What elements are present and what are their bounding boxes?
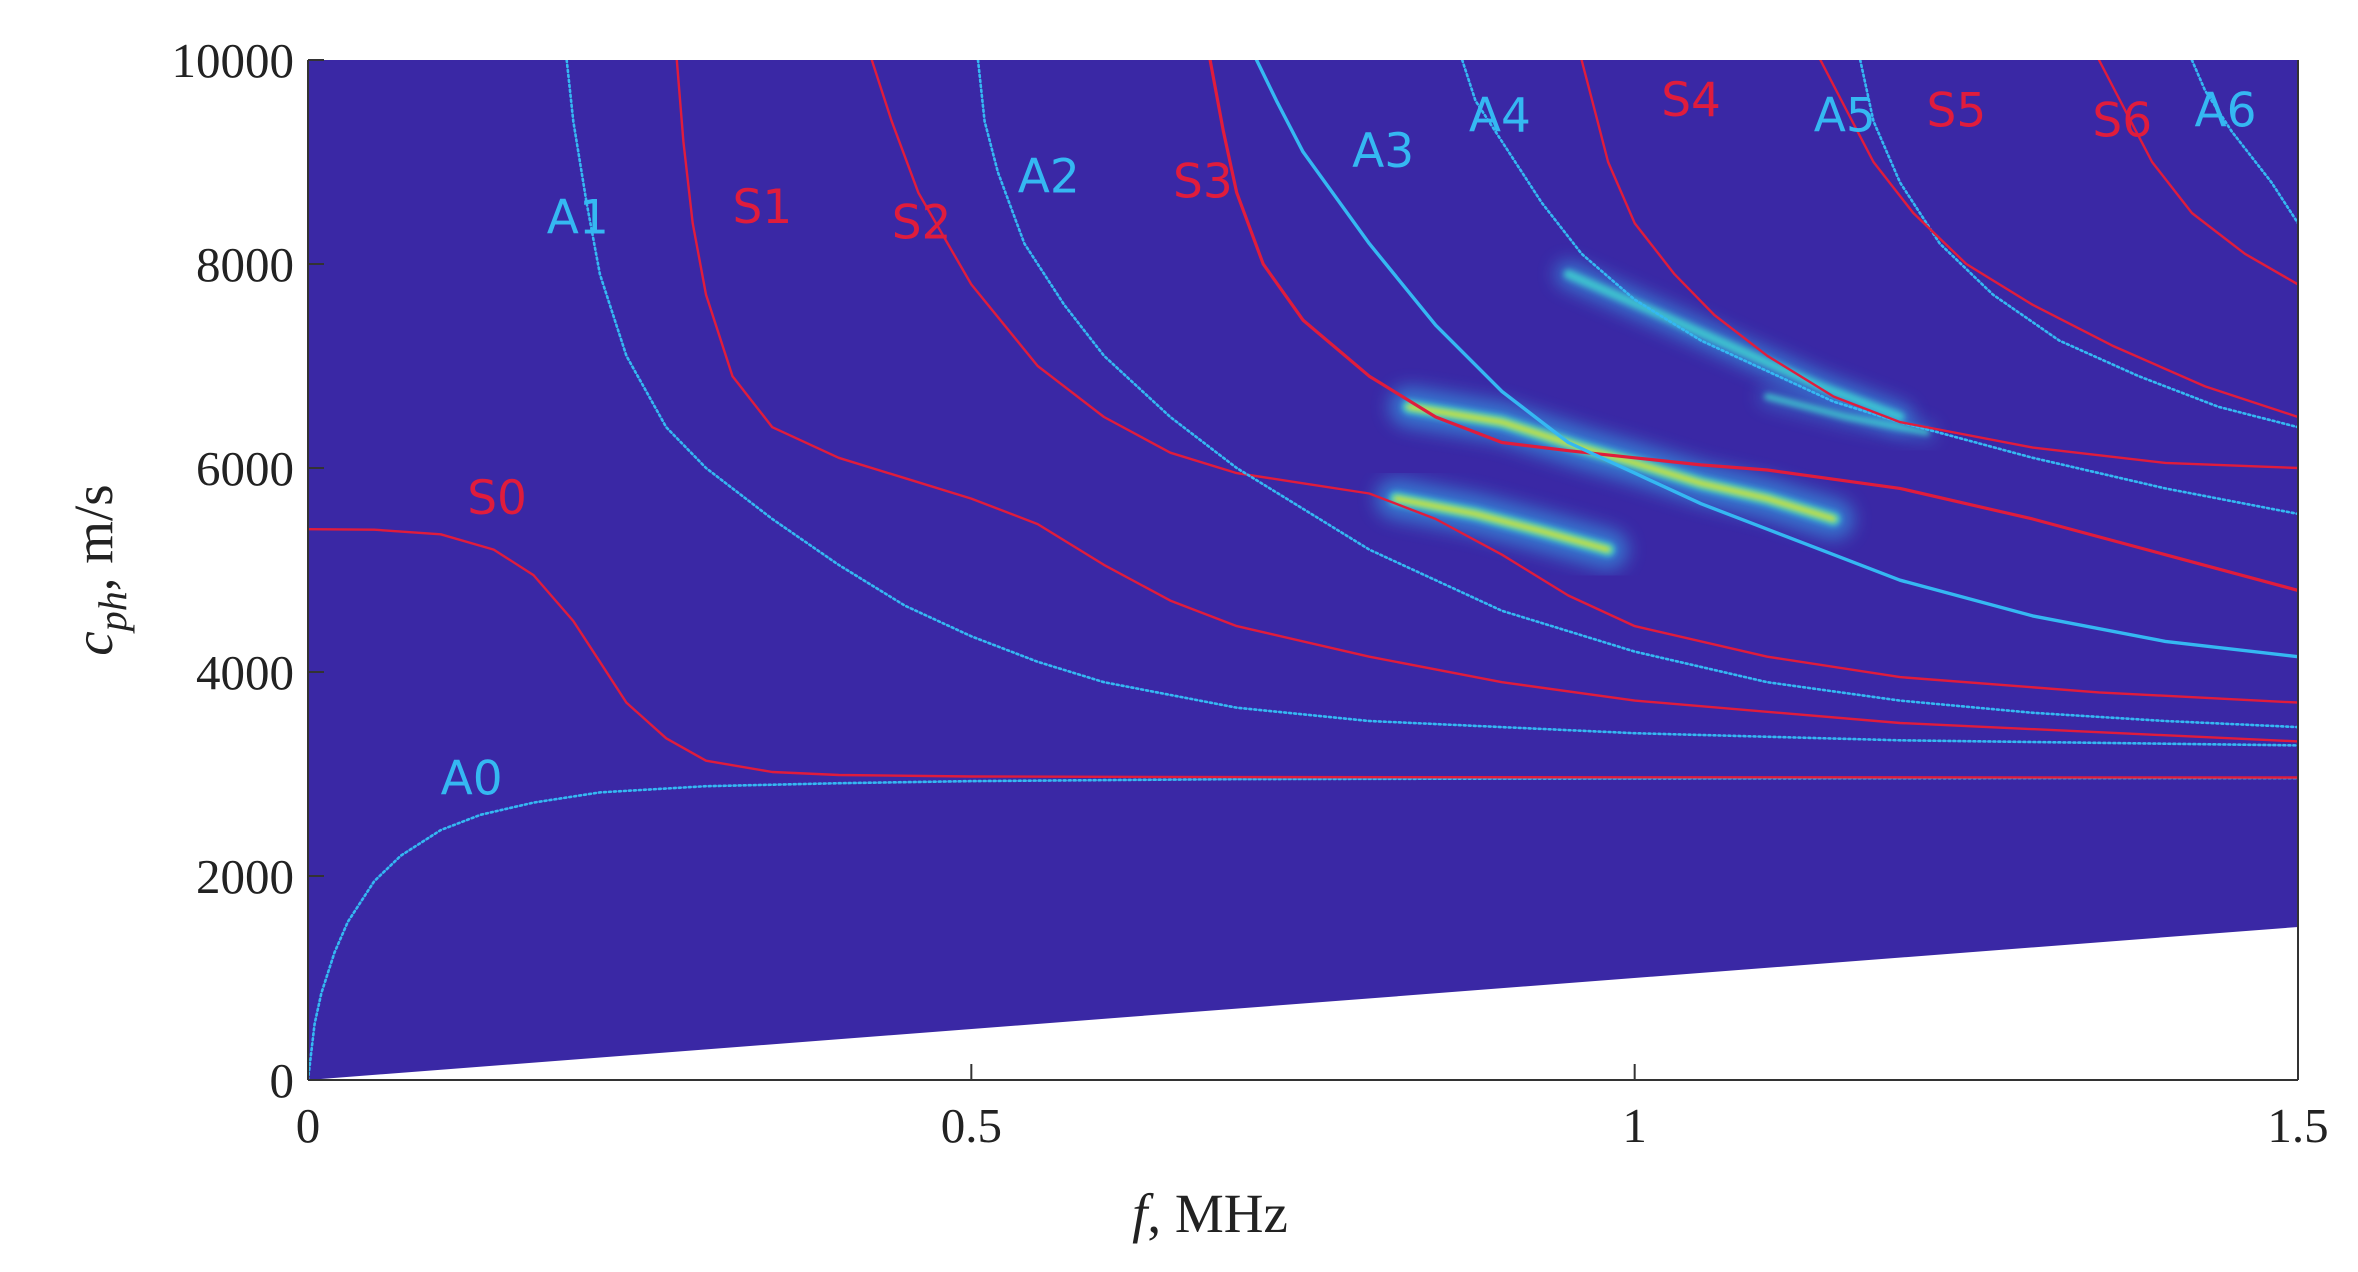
series-line-a5 (1858, 60, 2298, 429)
mode-label-a1: A1 (547, 190, 609, 245)
mode-label-s1: S1 (733, 180, 793, 235)
series-line-a4 (1460, 60, 2298, 516)
series-line-s0 (308, 528, 2298, 779)
mode-label-a5: A5 (1814, 88, 1876, 143)
mode-label-a4: A4 (1469, 88, 1531, 143)
mode-label-s6: S6 (2092, 94, 2152, 149)
series-line-a3 (1254, 60, 2298, 659)
y-tick-label: 4000 (196, 645, 294, 700)
mode-label-s4: S4 (1661, 73, 1721, 128)
mode-label-s5: S5 (1927, 83, 1987, 138)
y-axis-unit: , m/s (63, 484, 124, 591)
hotspot-band (1563, 269, 1905, 422)
mode-labels: A0 S0 A1 S1 S2 A2 S3 A3 A4 S4 A5 S5 S6 A6 (441, 73, 2257, 806)
series-line-s6 (2097, 60, 2298, 286)
y-axis-title: cph, m/s (63, 484, 135, 655)
mode-label-a0: A0 (441, 751, 503, 806)
mode-label-s0: S0 (467, 471, 527, 526)
y-axis-symbol: c (63, 631, 124, 655)
series-line-s3 (1208, 60, 2298, 592)
y-ticks: 0 2000 4000 6000 8000 10000 (172, 33, 324, 1108)
hotspot-core (1393, 496, 1611, 553)
x-ticks: 0 0.5 1 1.5 (296, 1064, 2329, 1153)
x-tick-label: 1 (1622, 1098, 1647, 1153)
series-line-a2 (976, 60, 2298, 729)
mode-label-a6: A6 (2195, 83, 2257, 138)
x-tick-label: 0 (296, 1098, 321, 1153)
mode-label-s3: S3 (1173, 155, 1233, 210)
plot-background (308, 60, 2298, 1080)
mode-label-a2: A2 (1018, 150, 1080, 205)
y-axis-subscript: ph (90, 591, 135, 634)
x-tick-label: 0.5 (941, 1098, 1002, 1153)
y-tick-label: 2000 (196, 849, 294, 904)
series-line-s1 (675, 60, 2298, 743)
x-axis-unit: , MHz (1147, 1183, 1288, 1244)
series-line-a0 (308, 776, 2298, 1080)
mode-label-a3: A3 (1352, 124, 1414, 179)
x-tick-label: 1.5 (2267, 1098, 2328, 1153)
series-line-s4 (1580, 60, 2298, 470)
series-line-s5 (1819, 60, 2298, 419)
x-axis-title: f, MHz (1132, 1183, 1288, 1244)
series-line-s2 (870, 60, 2298, 704)
mode-label-s2: S2 (892, 196, 952, 251)
y-tick-label: 6000 (196, 441, 294, 496)
y-tick-label: 10000 (172, 33, 295, 88)
series-line-a6 (2190, 60, 2298, 225)
dispersion-curves (308, 60, 2298, 1080)
hotspot-core (1406, 404, 1837, 522)
y-tick-label: 8000 (196, 237, 294, 292)
energy-hotspots (1375, 261, 1936, 570)
y-tick-label: 0 (270, 1053, 295, 1108)
hotspot-band (1764, 393, 1930, 436)
series-line-a1 (565, 60, 2298, 747)
